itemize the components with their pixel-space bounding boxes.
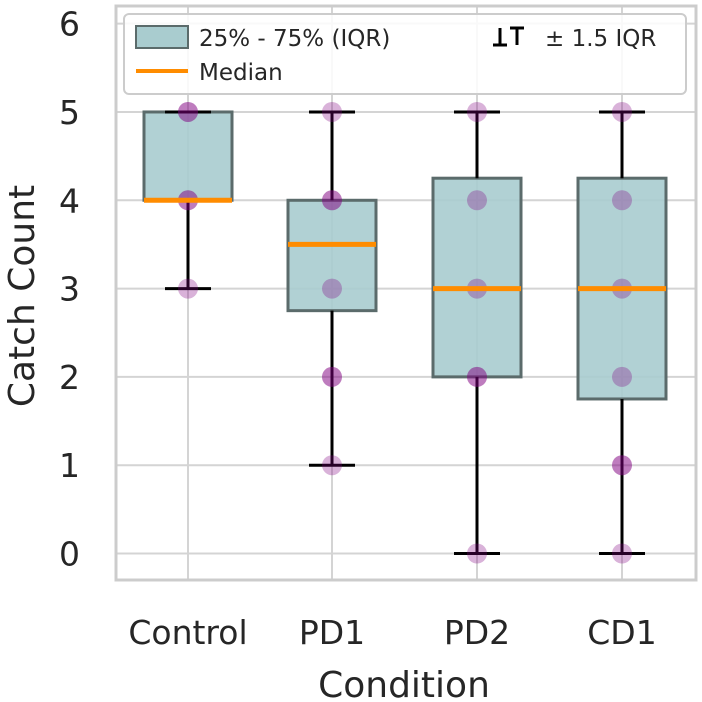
legend-whisker-label: ± 1.5 IQR [545,26,656,52]
whiskers [165,110,645,556]
data-point [322,366,342,387]
y-tick-label: 2 [59,358,80,397]
iqr-box [431,176,523,379]
data-point [322,455,342,476]
plot-frame [114,4,698,582]
data-point [178,101,198,122]
x-tick-label: Control [128,613,247,652]
y-tick-label: 1 [59,446,80,485]
y-tick-labels: 0 1 2 3 4 5 6 [59,5,80,574]
data-point [612,455,632,476]
data-point [322,366,342,387]
data-point [467,366,487,387]
iqr-box [286,198,378,313]
data-point [467,366,487,387]
data-point [612,543,632,564]
x-tick-label: CD1 [587,613,656,652]
y-tick-label: 6 [59,5,80,44]
legend: 25% - 75% (IQR) ± 1.5 IQR Median [123,13,687,95]
data-point [178,278,198,299]
legend-frame [123,13,687,95]
data-point [612,101,632,122]
legend-iqr-label: 25% - 75% (IQR) [199,26,390,52]
y-tick-label: 5 [59,93,80,132]
x-tick-labels: Control PD1 PD2 CD1 [128,613,656,652]
x-tick-label: PD1 [299,613,365,652]
iqr-box [142,110,234,202]
data-point [178,101,198,122]
data-point [322,101,342,122]
x-tick-label: PD2 [444,613,510,652]
data-point [322,278,342,299]
legend-median-label: Median [199,60,283,86]
x-axis-title: Condition [318,665,490,702]
legend-iqr-swatch [135,25,189,49]
boxes [142,110,668,401]
data-point [467,190,487,211]
y-tick-label: 0 [59,535,80,574]
data-point [467,543,487,564]
y-axis-title: Catch Count [2,185,43,407]
data-point [612,455,632,476]
medians [144,197,666,292]
data-point [322,190,342,211]
legend-whisker-swatch [493,26,524,47]
y-tick-label: 3 [59,270,80,309]
y-tick-label: 4 [59,181,80,220]
data-points [178,101,632,564]
data-point [612,190,632,211]
data-point [467,101,487,122]
data-point [322,190,342,211]
data-point [612,366,632,387]
